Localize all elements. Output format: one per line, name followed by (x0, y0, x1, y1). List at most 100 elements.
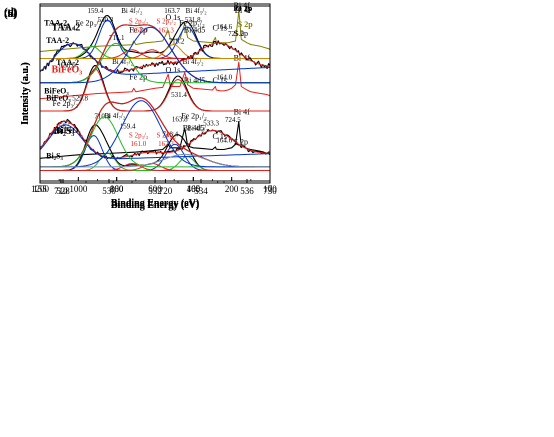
series-line-taa-2 (40, 24, 270, 84)
annotation-label: 163.8 (172, 116, 188, 124)
x-tick-label: 1200 (31, 184, 50, 194)
annotation-label: O 1s (166, 66, 181, 75)
y-axis-label: Intensity (a.u.) (20, 62, 31, 125)
annotation-label: 531.8 (185, 16, 201, 24)
annotation-label: Bi 4f₅/₂ (186, 7, 208, 15)
series-line-taa-2-high-be (40, 44, 270, 59)
series-line-taa-2-fit (40, 24, 270, 84)
annotation-label: Fe 2p (233, 4, 252, 13)
x-tick-label: 534 (194, 186, 208, 196)
annotation-label: Fe 2p₁/₂ (179, 18, 205, 27)
annotation-label: 162.3 (158, 140, 174, 148)
o1s-chart: 528 530 532 534 536 Binding Energy (eV) Intens… (4, 3, 271, 211)
annotation-label: Bi 4d5 (184, 25, 206, 34)
x-tick-label: 1000 (69, 184, 88, 194)
annotation-label: TAA-2 (52, 23, 81, 34)
annotation-label: 162.3 (158, 26, 174, 34)
annotation-label: Fe 2p₁/₂ (181, 112, 207, 121)
annotation-label: C 1s (213, 76, 227, 85)
annotation-label: S 2p₁/₂ (157, 18, 177, 26)
series-line-bifeo3 (40, 61, 270, 100)
annotation-label: Bi 4d5 (183, 123, 205, 132)
annotation-label: 711.1 (109, 34, 125, 42)
x-tick-label: 800 (110, 184, 124, 194)
x-tick-label: 710 (54, 186, 68, 196)
panel-tag: (c) (4, 6, 17, 18)
annotation-label: S 2p₁/₂ (157, 131, 177, 139)
annotation-label: Bi 4f (234, 108, 251, 117)
annotation-label: 533.3 (203, 120, 219, 128)
annotation-label: Bi 4f (235, 6, 252, 15)
x-tick-label: 730 (263, 186, 277, 196)
x-tick-label: 528 (56, 186, 70, 196)
annotation-label: 163.7 (164, 7, 180, 15)
annotation-label: Bi 4f (234, 1, 251, 10)
annotation-label: BiFeO₃ (56, 126, 81, 135)
annotation-label: 719.2 (169, 37, 185, 45)
annotation-label: Bi 4f₅/₂ (187, 124, 209, 132)
x-tick-label: 155 (33, 184, 47, 194)
x-tick-label: 530 (102, 186, 116, 196)
annotation-label: O 1s (236, 4, 251, 13)
annotation-label: 161.0 (132, 26, 148, 34)
annotation-label: 164.6 (216, 23, 232, 31)
x-tick-label: 200 (225, 184, 239, 194)
series-line-bifeo3-fe-2p3-2 (40, 124, 270, 160)
panel-tag: (d) (4, 6, 18, 18)
panel-b-bi4f-s2p: 155 160 165 170 Binding Energy (eV) Intensity… (0, 0, 277, 215)
survey-chart: 1200 1000 800 600 400 200 0 Binding Energy (eV)… (4, 1, 273, 209)
annotation-label: 158.5 (55, 123, 71, 131)
annotation-label: 718.4 (162, 130, 178, 138)
panel-tag: (b) (4, 8, 18, 20)
annotation-label: Bi 4f₅/₂ (183, 58, 205, 66)
annotation-label: BiFeO₃ (46, 94, 71, 103)
series-line-taa-2-fe-2p3-2 (40, 43, 270, 75)
series-line-taa-2-o-adsorbed (40, 26, 270, 84)
y-axis-label: Intensity (a.u.) (20, 62, 31, 125)
annotation-label: Bi 4f₇/₂ (104, 112, 126, 120)
annotation-label: BiFeO₃ (44, 87, 69, 96)
annotation-label: BiFeO₃ (52, 65, 83, 76)
annotation-label: Fe 2p (129, 25, 147, 34)
series-line-bi2s3-s-2p1-2 (40, 163, 270, 171)
annotation-label: 531.4 (171, 91, 187, 99)
annotation-label: Bi 4f₇/₂ (121, 7, 143, 15)
annotation-label: Bi₂S₃ (53, 126, 74, 137)
annotation-label: S 2p (234, 29, 248, 38)
annotation-label: 161.0 (130, 140, 146, 148)
x-tick-label: 0 (268, 184, 273, 194)
series-line-bifeo3-fit (40, 68, 270, 112)
annotation-label: TAA-2 (44, 18, 67, 27)
annotation-label: S 2p₃/₂ (129, 18, 149, 26)
annotation-label: C 1s (213, 132, 227, 141)
annotation-label: Fe 2p (129, 73, 147, 82)
annotation-label: O 1s (166, 13, 181, 22)
annotation-label: 158.6 (60, 61, 76, 69)
annotation-label: Bi 4f (234, 53, 251, 62)
series-group (40, 14, 270, 172)
x-tick-label: 160 (110, 184, 124, 194)
bi4f-chart: 155 160 165 170 Binding Energy (eV) Intensity… (4, 5, 277, 209)
annotation-label: 530.3 (98, 16, 114, 24)
annotation-label: 164.6 (216, 137, 232, 145)
x-axis-label: Binding Energy (eV) (111, 198, 199, 209)
annotation-label: S 2p (234, 137, 248, 146)
panel-a-survey: 1200 1000 800 600 400 200 0 Binding Energy (eV)… (0, 0, 273, 215)
x-tick-label: 536 (240, 186, 254, 196)
annotation-label: Fe 2p₃/₂ (53, 99, 79, 108)
x-tick-label: 170 (263, 184, 277, 194)
annotation-label: Bi 4d5 (184, 76, 206, 85)
annotation-label: Bi 4f₇/₂ (112, 58, 134, 66)
annotation-label: 159.4 (120, 123, 136, 131)
x-tick-label: 720 (159, 186, 173, 196)
annotation-label: TAA-2 (56, 58, 79, 67)
y-axis-label: Intensity (a.u.) (20, 62, 31, 125)
annotation-label: 158.4 (60, 25, 76, 33)
annotation-label: 725.0 (228, 30, 244, 38)
annotation-label: C 1s (213, 24, 227, 33)
panel-tag: (a) (4, 8, 17, 20)
plot-frame (39, 3, 271, 184)
x-tick-label: 600 (148, 184, 162, 194)
panel-d-o1s: 528 530 532 534 536 Binding Energy (eV) Intens… (0, 0, 272, 217)
annotation-label: TAA-2 (46, 36, 69, 45)
